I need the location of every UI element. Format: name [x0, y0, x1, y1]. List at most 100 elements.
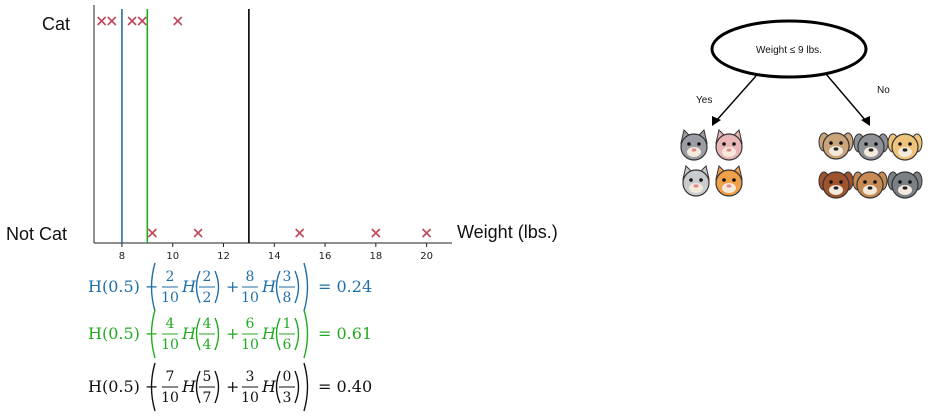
x-tick-label: 8: [119, 251, 125, 262]
decision-tree: Weight ≤ 9 lbs. Yes No: [680, 19, 923, 199]
eye-right: [874, 142, 878, 146]
cat-white-icon: [682, 165, 710, 197]
equation-result: = 0.24: [318, 277, 372, 296]
data-point-x-marker: [137, 16, 147, 26]
nose: [726, 184, 732, 188]
eye-right: [908, 142, 912, 146]
eye-right: [697, 142, 701, 146]
inner-paren-right: [294, 370, 300, 404]
data-points: [97, 16, 432, 238]
dog-gray-icon: [853, 133, 889, 161]
inner-paren-right: [214, 370, 220, 404]
muzzle: [863, 185, 877, 195]
entropy-h: H: [261, 377, 277, 396]
x-marker-stroke: [422, 228, 432, 238]
root-node-label: Weight ≤ 9 lbs.: [756, 45, 822, 56]
no-label: No: [877, 85, 890, 96]
fraction-right-numerator: 1: [283, 316, 292, 332]
fraction-left-denominator: 7: [203, 390, 212, 406]
yes-arrowhead: [712, 116, 721, 126]
data-point-x-marker: [422, 228, 432, 238]
entropy-h: H: [181, 324, 197, 343]
equation-result: = 0.40: [318, 377, 372, 396]
weight-left-numerator: 4: [166, 316, 175, 332]
nose: [833, 147, 839, 151]
split-lines: [121, 9, 250, 243]
eye-left: [863, 180, 867, 184]
no-arrowhead: [861, 116, 870, 126]
dog-tan-icon: [852, 171, 888, 199]
eye-right: [732, 142, 736, 146]
x-marker-stroke: [97, 16, 107, 26]
inner-paren-left: [195, 370, 201, 404]
nose: [867, 186, 873, 190]
data-point-x-marker: [371, 228, 381, 238]
weight-right-denominator: 10: [241, 390, 259, 406]
plus-sign: +: [226, 324, 239, 343]
inner-paren-left: [275, 370, 281, 404]
x-ticks: 8 10 12 14 16 18 20: [119, 243, 433, 262]
cat-orange-icon: [715, 165, 743, 197]
weight-right-numerator: 8: [246, 269, 255, 285]
eye-right: [732, 178, 736, 182]
outer-paren-right: [303, 362, 309, 412]
eye-right: [873, 180, 877, 184]
yes-label: Yes: [696, 95, 712, 106]
weight-right-denominator: 10: [241, 290, 259, 306]
outer-paren-right: [303, 262, 309, 312]
eye-right: [839, 141, 843, 145]
fraction-left-denominator: 2: [203, 290, 212, 306]
x-marker-stroke: [295, 228, 305, 238]
root-node: [710, 19, 868, 79]
entropy-h: H: [181, 377, 197, 396]
eye-left: [722, 142, 726, 146]
weight-left-denominator: 10: [161, 290, 179, 306]
x-tick-label: 10: [166, 251, 179, 262]
inner-paren-left: [275, 317, 281, 351]
plus-sign: +: [226, 277, 239, 296]
weight-left-numerator: 7: [166, 369, 175, 385]
x-tick-label: 18: [369, 251, 382, 262]
entropy-h: H: [181, 277, 197, 296]
x-tick-label: 16: [319, 251, 332, 262]
data-point-x-marker: [295, 228, 305, 238]
eye-left: [687, 142, 691, 146]
equation-lead: H(0.5) −: [88, 324, 158, 343]
data-point-x-marker: [173, 16, 183, 26]
x-marker-stroke: [107, 16, 117, 26]
dog-golden-icon: [887, 133, 923, 161]
data-point-x-marker: [127, 16, 137, 26]
data-point-x-marker: [147, 228, 157, 238]
x-marker-stroke: [137, 16, 147, 26]
eye-left: [829, 141, 833, 145]
nose: [902, 186, 908, 190]
fraction-left-numerator: 4: [203, 316, 212, 332]
weight-left-numerator: 2: [166, 269, 175, 285]
x-marker-stroke: [193, 228, 203, 238]
muzzle: [898, 185, 912, 195]
inner-paren-right: [294, 270, 300, 304]
inner-paren-left: [195, 270, 201, 304]
outer-paren-left: [150, 362, 156, 412]
nose: [691, 148, 697, 152]
yes-branch: [715, 75, 757, 122]
cat-pink-icon: [715, 129, 743, 161]
weight-right-numerator: 6: [246, 316, 255, 332]
fraction-left-numerator: 2: [203, 269, 212, 285]
x-tick-label: 12: [217, 251, 230, 262]
data-point-x-marker: [107, 16, 117, 26]
dog-pug-icon: [818, 132, 854, 160]
dog-gray-white-icon: [887, 171, 923, 199]
eye-left: [829, 180, 833, 184]
eye-left: [864, 142, 868, 146]
dog-brown-icon: [818, 171, 854, 199]
fraction-right-denominator: 3: [283, 390, 292, 406]
x-tick-label: 20: [420, 251, 433, 262]
y-tick-label-cat: Cat: [42, 14, 70, 34]
eye-right: [839, 180, 843, 184]
eye-left: [689, 178, 693, 182]
